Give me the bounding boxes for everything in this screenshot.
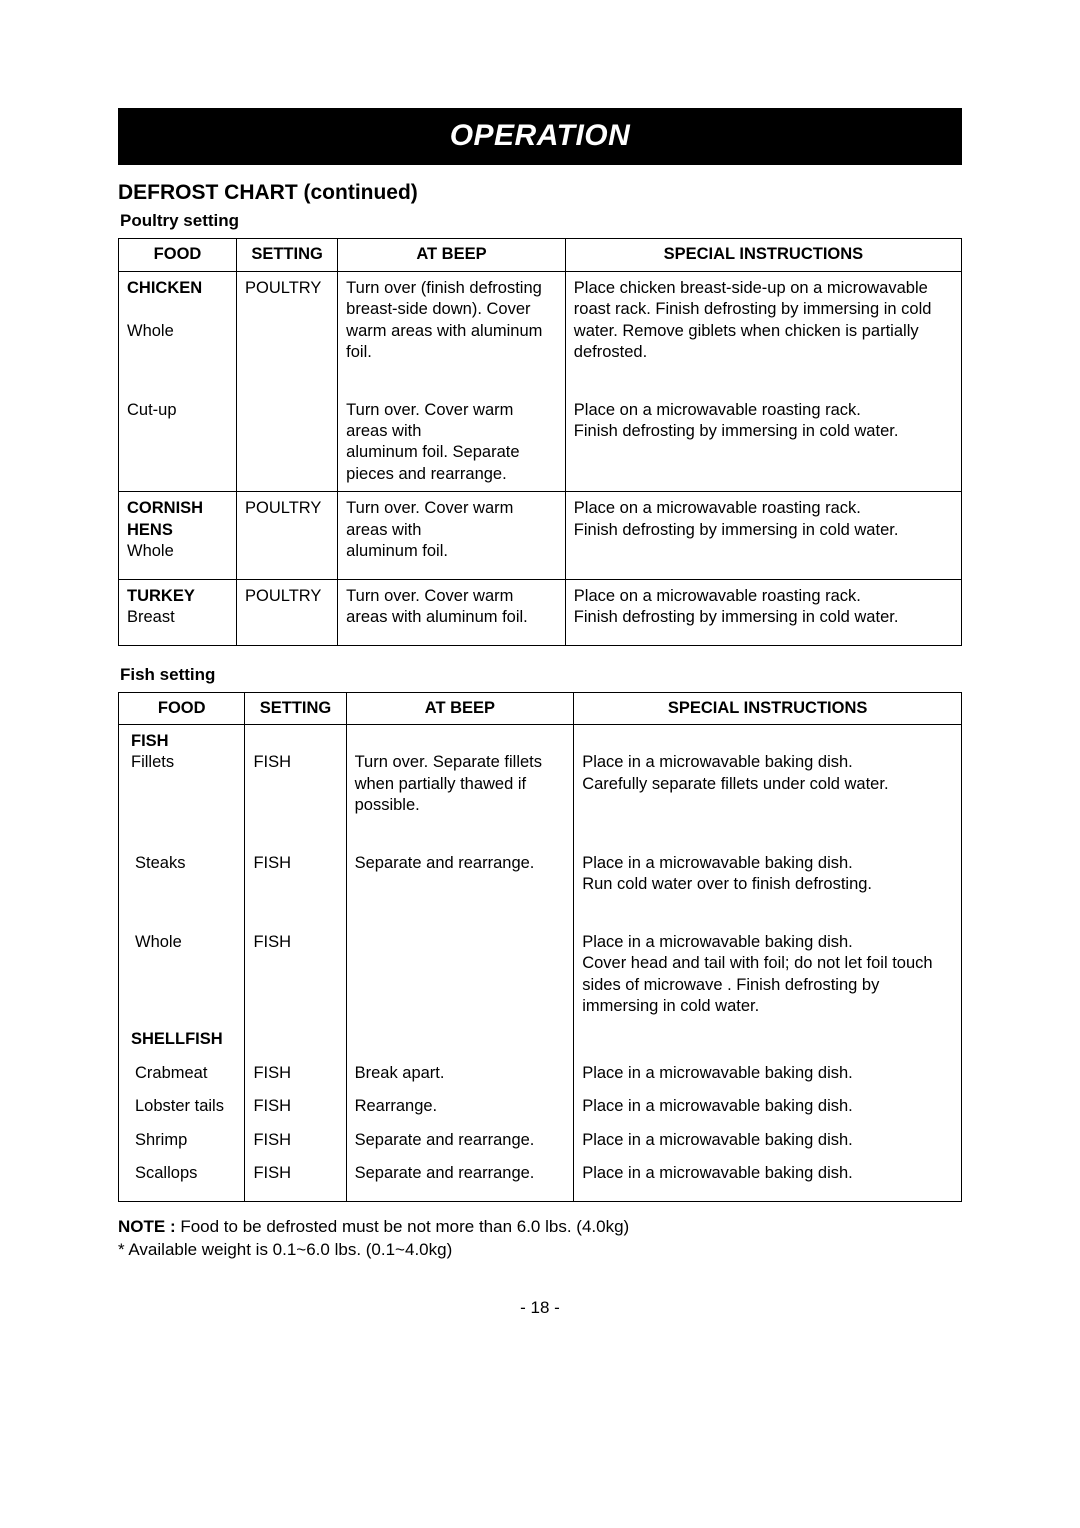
food-cell: Crabmeat bbox=[119, 1057, 245, 1090]
food-cell: Lobster tails bbox=[119, 1090, 245, 1123]
section-title: DEFROST CHART (continued) bbox=[118, 179, 962, 206]
table-row: SHELLFISH bbox=[119, 1023, 962, 1056]
fish-header-row: FOOD SETTING AT BEEP SPECIAL INSTRUCTION… bbox=[119, 692, 962, 724]
fish-subheading: Fish setting bbox=[120, 664, 962, 686]
table-row: Cut-up Turn over. Cover warm areas with … bbox=[119, 394, 962, 492]
food-cell: FISH Fillets bbox=[119, 725, 245, 847]
shellfish-label: SHELLFISH bbox=[131, 1030, 223, 1048]
atbeep-cell bbox=[346, 1023, 574, 1056]
fish-table: FOOD SETTING AT BEEP SPECIAL INSTRUCTION… bbox=[118, 692, 962, 1202]
atbeep-cell: Turn over. Cover warm areas with aluminu… bbox=[338, 394, 566, 492]
food-bold: TURKEY bbox=[127, 587, 195, 605]
atbeep-cell: Separate and rearrange. bbox=[346, 1157, 574, 1201]
poultry-header-row: FOOD SETTING AT BEEP SPECIAL INSTRUCTION… bbox=[119, 239, 962, 271]
table-row: CORNISH HENS Whole POULTRY Turn over. Co… bbox=[119, 492, 962, 579]
instructions-cell: Place in a microwavable baking dish. bbox=[574, 1057, 962, 1090]
food-cell: CORNISH HENS Whole bbox=[119, 492, 237, 579]
table-row: Scallops FISH Separate and rearrange. Pl… bbox=[119, 1157, 962, 1201]
instructions-cell: Place in a microwavable baking dish. bbox=[574, 1157, 962, 1201]
table-row: Whole FISH Place in a microwavable bakin… bbox=[119, 926, 962, 1024]
setting-cell bbox=[237, 394, 338, 492]
setting-cell: POULTRY bbox=[237, 579, 338, 645]
note-label: NOTE : bbox=[118, 1217, 176, 1236]
atbeep-cell: Turn over (finish defrosting breast-side… bbox=[338, 271, 566, 393]
instructions-cell: Place in a microwavable baking dish. Cov… bbox=[574, 926, 962, 1024]
food-sub: Breast bbox=[127, 608, 175, 626]
page: OPERATION DEFROST CHART (continued) Poul… bbox=[0, 0, 1080, 1360]
setting-cell: FISH bbox=[245, 847, 346, 926]
table-row: Lobster tails FISH Rearrange. Place in a… bbox=[119, 1090, 962, 1123]
atbeep-cell: Separate and rearrange. bbox=[346, 847, 574, 926]
atbeep-cell: Break apart. bbox=[346, 1057, 574, 1090]
setting-cell bbox=[245, 1023, 346, 1056]
instructions-cell: Place chicken breast-side-up on a microw… bbox=[565, 271, 961, 393]
atbeep-cell: Rearrange. bbox=[346, 1090, 574, 1123]
food-cell: Shrimp bbox=[119, 1124, 245, 1157]
setting-cell: FISH bbox=[245, 926, 346, 1024]
atbeep-cell: Turn over. Separate fillets when partial… bbox=[346, 725, 574, 847]
col-atbeep: AT BEEP bbox=[346, 692, 574, 724]
table-row: Steaks FISH Separate and rearrange. Plac… bbox=[119, 847, 962, 926]
table-row: Crabmeat FISH Break apart. Place in a mi… bbox=[119, 1057, 962, 1090]
food-cell: Cut-up bbox=[119, 394, 237, 492]
setting-cell: FISH bbox=[245, 1157, 346, 1201]
setting-cell: FISH bbox=[245, 1057, 346, 1090]
food-cell: CHICKEN Whole bbox=[119, 271, 237, 393]
instructions-cell: Place in a microwavable baking dish. Run… bbox=[574, 847, 962, 926]
food-sub: Whole bbox=[127, 322, 174, 340]
col-food: FOOD bbox=[119, 239, 237, 271]
food-cell: Steaks bbox=[119, 847, 245, 926]
atbeep-cell: Turn over. Cover warm areas with aluminu… bbox=[338, 579, 566, 645]
col-setting: SETTING bbox=[237, 239, 338, 271]
food-bold: CORNISH HENS bbox=[127, 499, 203, 538]
setting-cell: POULTRY bbox=[237, 492, 338, 579]
instructions-cell: Place on a microwavable roasting rack. F… bbox=[565, 579, 961, 645]
table-row: CHICKEN Whole POULTRY Turn over (finish … bbox=[119, 271, 962, 393]
note-block: NOTE : Food to be defrosted must be not … bbox=[118, 1216, 962, 1262]
page-number: - 18 - bbox=[118, 1297, 962, 1319]
table-row: Shrimp FISH Separate and rearrange. Plac… bbox=[119, 1124, 962, 1157]
food-bold: CHICKEN bbox=[127, 279, 202, 297]
poultry-table: FOOD SETTING AT BEEP SPECIAL INSTRUCTION… bbox=[118, 238, 962, 645]
setting-cell: POULTRY bbox=[237, 271, 338, 393]
instructions-cell bbox=[574, 1023, 962, 1056]
col-food: FOOD bbox=[119, 692, 245, 724]
atbeep-cell: Separate and rearrange. bbox=[346, 1124, 574, 1157]
food-bold: FISH bbox=[131, 732, 169, 750]
col-instructions: SPECIAL INSTRUCTIONS bbox=[565, 239, 961, 271]
food-sub: Whole bbox=[127, 542, 174, 560]
table-row: FISH Fillets FISH Turn over. Separate fi… bbox=[119, 725, 962, 847]
setting-cell: FISH bbox=[245, 1124, 346, 1157]
note-text: Food to be defrosted must be not more th… bbox=[176, 1217, 630, 1236]
poultry-subheading: Poultry setting bbox=[120, 210, 962, 232]
setting-cell: FISH bbox=[245, 1090, 346, 1123]
atbeep-cell: Turn over. Cover warm areas with aluminu… bbox=[338, 492, 566, 579]
instructions-cell: Place in a microwavable baking dish. Car… bbox=[574, 725, 962, 847]
note-line2: * Available weight is 0.1~6.0 lbs. (0.1~… bbox=[118, 1240, 452, 1259]
col-setting: SETTING bbox=[245, 692, 346, 724]
setting-cell: FISH bbox=[245, 725, 346, 847]
atbeep-cell bbox=[346, 926, 574, 1024]
instructions-cell: Place in a microwavable baking dish. bbox=[574, 1090, 962, 1123]
table-row: TURKEY Breast POULTRY Turn over. Cover w… bbox=[119, 579, 962, 645]
food-cell: SHELLFISH bbox=[119, 1023, 245, 1056]
food-cell: TURKEY Breast bbox=[119, 579, 237, 645]
instructions-cell: Place on a microwavable roasting rack. F… bbox=[565, 492, 961, 579]
col-instructions: SPECIAL INSTRUCTIONS bbox=[574, 692, 962, 724]
food-cell: Whole bbox=[119, 926, 245, 1024]
food-sub: Fillets bbox=[131, 753, 174, 771]
instructions-cell: Place on a microwavable roasting rack. F… bbox=[565, 394, 961, 492]
col-atbeep: AT BEEP bbox=[338, 239, 566, 271]
food-cell: Scallops bbox=[119, 1157, 245, 1201]
instructions-cell: Place in a microwavable baking dish. bbox=[574, 1124, 962, 1157]
banner-title: OPERATION bbox=[118, 108, 962, 165]
